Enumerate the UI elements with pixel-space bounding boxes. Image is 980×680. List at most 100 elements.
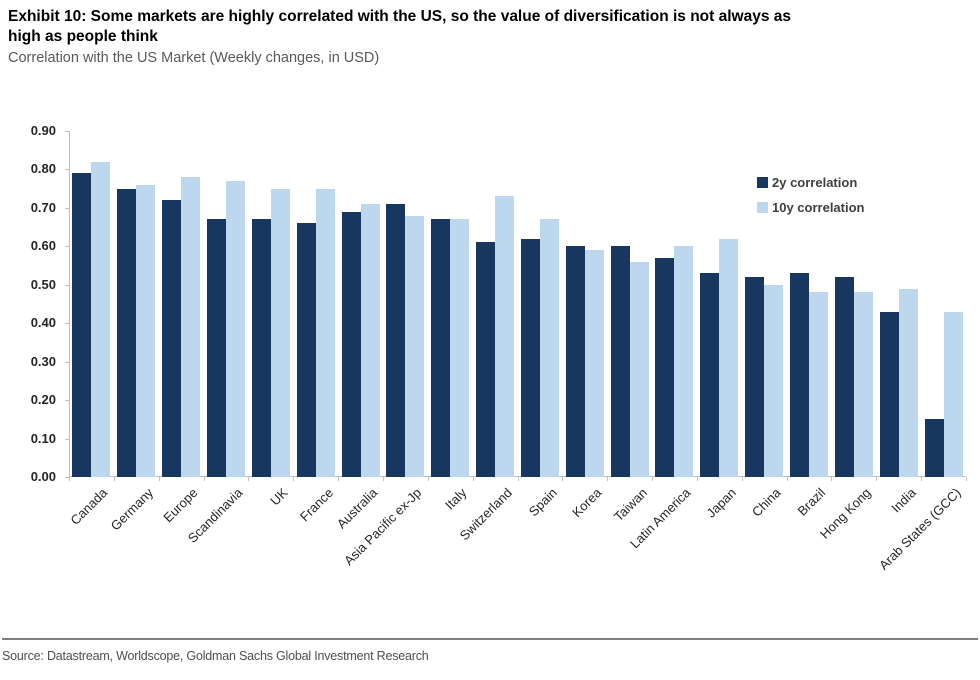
x-axis-category-label: Arab States (GCC)	[875, 485, 964, 573]
y-axis-tick-mark	[65, 323, 69, 325]
y-axis-tick-mark	[65, 361, 69, 363]
exhibit-title: Exhibit 10: Some markets are highly corr…	[8, 8, 791, 45]
bar-10y-19	[944, 312, 963, 477]
legend-swatch-2y	[757, 177, 768, 188]
chart-subtitle: Correlation with the US Market (Weekly c…	[8, 50, 380, 66]
bar-2y-17	[835, 277, 854, 477]
y-axis-tick-label: 0.50	[30, 276, 56, 292]
x-axis-tick-mark	[293, 477, 294, 481]
x-axis-category-label: Europe	[160, 485, 201, 526]
y-axis-tick-label: 0.40	[30, 315, 56, 331]
legend-swatch-10y	[757, 202, 768, 213]
bar-2y-13	[655, 258, 674, 477]
bar-2y-19	[925, 419, 944, 477]
bar-2y-9	[476, 242, 495, 477]
x-axis-tick-mark	[562, 477, 563, 481]
y-axis-tick-mark	[65, 400, 69, 402]
bar-10y-13	[674, 246, 693, 477]
bar-10y-6	[361, 204, 380, 477]
x-axis-category-label: Taiwan	[610, 485, 650, 525]
bar-10y-1	[136, 185, 155, 477]
x-axis-category-label: Italy	[442, 485, 470, 513]
x-axis-category-label: Korea	[569, 485, 605, 521]
x-axis-tick-mark	[204, 477, 205, 481]
bar-2y-4	[252, 219, 271, 477]
x-axis-tick-mark	[966, 477, 967, 481]
y-axis-tick-mark	[65, 284, 69, 286]
x-axis-tick-mark	[831, 477, 832, 481]
x-axis-category-label: Spain	[525, 485, 560, 520]
x-axis-tick-mark	[921, 477, 922, 481]
x-axis-category-label: France	[296, 485, 336, 525]
y-axis-tick-label: 0.10	[30, 430, 56, 446]
x-axis-tick-mark	[428, 477, 429, 481]
x-axis-tick-mark	[876, 477, 877, 481]
x-axis-category-label: Canada	[67, 485, 111, 528]
x-axis-category-label: Japan	[702, 485, 739, 521]
source-text: Source: Datastream, Worldscope, Goldman …	[2, 649, 429, 663]
bar-10y-17	[854, 292, 873, 477]
bar-2y-5	[297, 223, 316, 477]
x-axis-tick-mark	[518, 477, 519, 481]
bar-2y-7	[386, 204, 405, 477]
y-axis-tick-mark	[65, 477, 69, 478]
x-axis-category-label: Brazil	[795, 485, 829, 519]
x-axis-category-label: UK	[267, 485, 291, 509]
bar-10y-8	[450, 219, 469, 477]
bar-10y-9	[495, 196, 514, 477]
bar-2y-1	[117, 189, 136, 477]
bar-2y-6	[342, 212, 361, 477]
bar-10y-5	[316, 189, 335, 477]
x-axis-tick-mark	[383, 477, 384, 481]
bar-2y-10	[521, 239, 540, 477]
x-axis-tick-mark	[338, 477, 339, 481]
bar-10y-2	[181, 177, 200, 477]
y-axis-tick-mark	[65, 246, 69, 248]
footer-divider	[2, 638, 978, 640]
legend-row: 10y correlation	[757, 195, 865, 220]
legend-row: 2y correlation	[757, 170, 865, 195]
x-axis-tick-mark	[652, 477, 653, 481]
correlation-bar-chart: 2y correlation 10y correlation 0.90 0.80 0.…	[30, 123, 967, 573]
x-axis-tick-mark	[697, 477, 698, 481]
bar-10y-7	[405, 216, 424, 477]
legend-label: 10y correlation	[772, 200, 865, 215]
y-axis-tick-label: 0.90	[30, 123, 56, 138]
bar-2y-8	[431, 219, 450, 477]
x-axis-category-label: India	[888, 485, 919, 516]
bar-10y-0	[91, 162, 110, 477]
bar-2y-15	[745, 277, 764, 477]
y-axis-tick-label: 0.70	[30, 199, 56, 215]
chart-legend: 2y correlation 10y correlation	[757, 170, 865, 220]
x-axis-tick-mark	[607, 477, 608, 481]
bar-10y-14	[719, 239, 738, 477]
bar-2y-16	[790, 273, 809, 477]
bar-2y-11	[566, 246, 585, 477]
x-axis-tick-mark	[159, 477, 160, 481]
legend-label: 2y correlation	[772, 175, 858, 190]
x-axis-category-label: Asia Pacific ex-Jp	[341, 485, 425, 569]
bar-2y-14	[700, 273, 719, 477]
bar-2y-18	[880, 312, 899, 477]
y-axis-tick-mark	[65, 169, 69, 171]
x-axis-tick-mark	[69, 477, 70, 481]
x-axis-category-label: Germany	[107, 485, 156, 534]
x-axis-tick-mark	[248, 477, 249, 481]
bar-2y-12	[611, 246, 630, 477]
y-axis-tick-label: 0.60	[30, 238, 56, 254]
bar-2y-2	[162, 200, 181, 477]
y-axis-tick-mark	[65, 207, 69, 209]
x-axis-category-label: China	[748, 485, 784, 520]
y-axis-tick-label: 0.00	[30, 469, 56, 484]
bar-10y-4	[271, 189, 290, 477]
bar-2y-3	[207, 219, 226, 477]
x-axis-tick-mark	[114, 477, 115, 481]
x-axis-tick-mark	[742, 477, 743, 481]
y-axis-tick-label: 0.30	[30, 353, 56, 369]
y-axis-tick-label: 0.80	[30, 161, 56, 177]
x-axis-tick-mark	[473, 477, 474, 481]
y-axis-tick-mark	[65, 438, 69, 440]
x-axis-tick-mark	[787, 477, 788, 481]
bar-10y-3	[226, 181, 245, 477]
